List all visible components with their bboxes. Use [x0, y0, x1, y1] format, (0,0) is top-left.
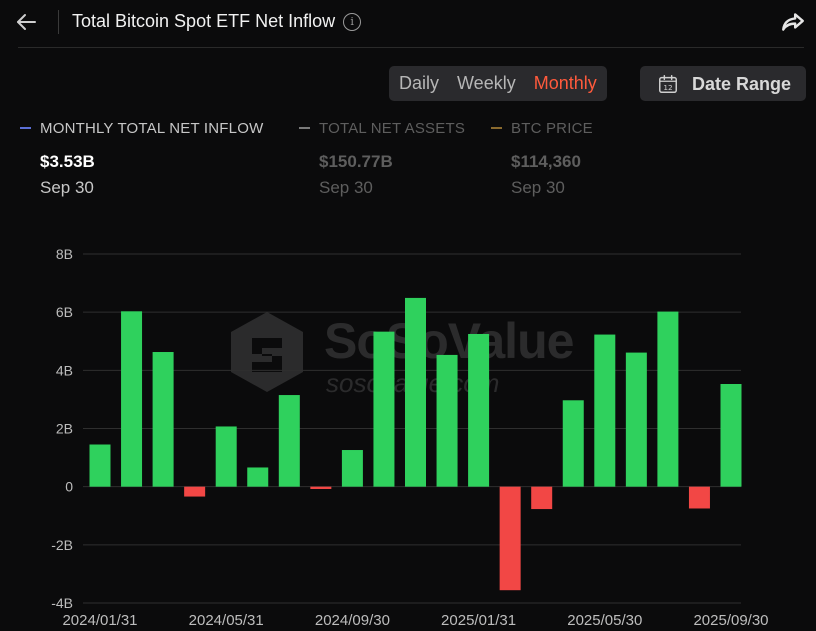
- x-tick-label: 2024/01/31: [62, 612, 137, 629]
- legend-btc-price[interactable]: BTC PRICE $114,360 Sep 30: [491, 120, 593, 197]
- legend-value: $3.53B: [40, 152, 95, 171]
- bar: [594, 334, 616, 487]
- sosovalue-logo-icon: [231, 312, 303, 392]
- legend-date: Sep 30: [319, 178, 373, 197]
- date-range-button[interactable]: 12 Date Range: [640, 66, 806, 101]
- calendar-day-text: 12: [663, 83, 672, 92]
- y-tick-label: 6B: [56, 304, 73, 320]
- bar: [89, 444, 111, 487]
- legend-label: BTC PRICE: [511, 120, 593, 137]
- bar: [278, 395, 300, 487]
- bar: [373, 331, 395, 487]
- y-tick-label: -2B: [51, 537, 73, 553]
- period-selector: Daily Weekly Monthly: [389, 66, 607, 101]
- bar: [688, 486, 710, 509]
- bar: [215, 426, 237, 487]
- bar: [247, 467, 269, 487]
- x-tick-label: 2024/05/31: [189, 612, 264, 629]
- x-tick-label: 2025/05/30: [567, 612, 642, 629]
- legend-label: MONTHLY TOTAL NET INFLOW: [40, 120, 264, 137]
- legend-total-net-assets[interactable]: TOTAL NET ASSETS $150.77B Sep 30: [299, 120, 466, 197]
- legend-swatch-btc: [491, 127, 502, 129]
- bar: [121, 311, 143, 487]
- x-tick-label: 2024/09/30: [315, 612, 390, 629]
- legend-monthly-net-inflow[interactable]: MONTHLY TOTAL NET INFLOW $3.53B Sep 30: [20, 120, 264, 197]
- bar: [436, 354, 458, 487]
- legend-swatch-assets: [299, 127, 310, 129]
- period-weekly-button[interactable]: Weekly: [457, 73, 516, 93]
- legend-value: $114,360: [511, 152, 581, 171]
- bar: [405, 297, 426, 487]
- share-icon[interactable]: [780, 9, 806, 35]
- y-tick-label: 4B: [56, 362, 73, 378]
- bar: [152, 352, 174, 487]
- header-divider: [58, 10, 59, 34]
- header-separator: [18, 47, 804, 48]
- y-tick-label: 0: [65, 479, 73, 495]
- period-monthly-button[interactable]: Monthly: [533, 73, 597, 93]
- back-arrow-icon[interactable]: [14, 10, 38, 34]
- y-tick-label: -4B: [51, 595, 73, 611]
- top-bar: Total Bitcoin Spot ETF Net Inflow i: [0, 0, 816, 44]
- bar: [625, 352, 647, 487]
- legend-date: Sep 30: [40, 178, 94, 197]
- bar: [657, 311, 679, 487]
- x-tick-label: 2025/09/30: [693, 612, 768, 629]
- period-daily-button[interactable]: Daily: [399, 73, 440, 93]
- page-title-text: Total Bitcoin Spot ETF Net Inflow: [72, 11, 336, 31]
- page-title: Total Bitcoin Spot ETF Net Inflow i: [72, 11, 362, 32]
- info-icon[interactable]: i: [343, 13, 362, 31]
- bar: [531, 486, 553, 510]
- y-tick-label: 8B: [56, 246, 73, 262]
- x-tick-label: 2025/01/31: [441, 612, 516, 629]
- calendar-icon: 12: [659, 75, 677, 93]
- legend-swatch-inflow: [20, 127, 31, 129]
- bar: [499, 486, 521, 591]
- bar: [341, 450, 363, 487]
- legend-date: Sep 30: [511, 178, 565, 197]
- bar: [310, 486, 332, 489]
- legend-value: $150.77B: [319, 152, 393, 171]
- y-tick-label: 2B: [56, 421, 73, 437]
- bar: [720, 384, 742, 487]
- bar: [468, 333, 490, 487]
- bar: [562, 400, 584, 487]
- legend-label: TOTAL NET ASSETS: [319, 120, 466, 137]
- bar: [184, 486, 206, 497]
- date-range-label: Date Range: [692, 74, 792, 94]
